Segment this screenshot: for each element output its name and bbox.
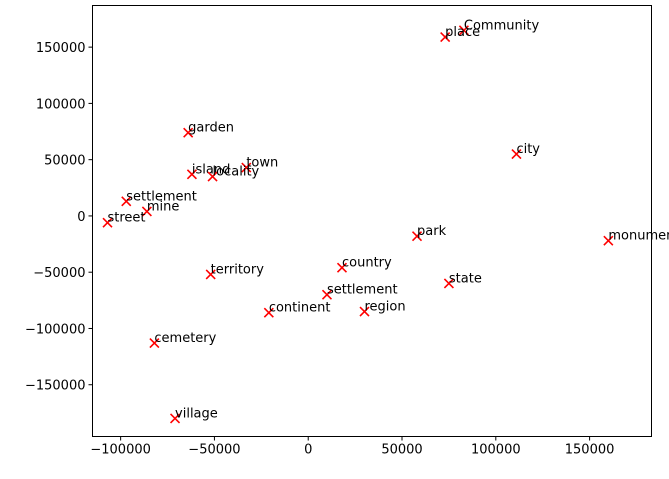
point-marker [440, 31, 451, 43]
point-marker [186, 169, 197, 180]
point-marker [321, 289, 333, 300]
y-tick-label: −50000 [33, 266, 85, 281]
point-label: locality [213, 165, 260, 180]
data-point: state [443, 271, 482, 289]
data-point: locality [207, 165, 260, 182]
data-point: place [440, 25, 480, 43]
point-marker [207, 171, 218, 182]
point-marker [183, 127, 194, 138]
point-label: street [108, 211, 146, 226]
point-marker [149, 338, 160, 349]
point-marker [102, 217, 113, 228]
x-tick-label: 150000 [565, 443, 615, 458]
point-label: garden [188, 121, 234, 136]
point-marker [141, 206, 152, 217]
data-point: street [102, 211, 146, 228]
point-label: Community [464, 18, 540, 33]
data-point: cemetery [149, 331, 217, 349]
point-marker [169, 413, 181, 424]
data-point: continent [263, 301, 331, 318]
data-point: island [186, 162, 230, 180]
x-tick-label: 100000 [471, 443, 521, 458]
y-tick-label: −150000 [25, 379, 86, 394]
x-tick-label: −50000 [188, 443, 240, 458]
data-point: settlement [321, 283, 398, 300]
point-marker [121, 196, 132, 207]
y-tick-label: 100000 [36, 97, 86, 112]
point-marker [411, 231, 423, 242]
data-point: Community [458, 18, 540, 36]
plot-area-frame [92, 5, 652, 437]
data-point: village [169, 406, 218, 424]
data-point: territory [205, 262, 265, 280]
point-marker [603, 235, 614, 246]
point-label: mine [147, 199, 180, 214]
data-point: region [359, 300, 406, 317]
point-label: territory [211, 262, 265, 277]
data-point: garden [183, 121, 234, 138]
y-tick-label: 0 [77, 210, 85, 225]
x-axis: −100000 −50000 0 50000 100000 150000 [90, 436, 615, 458]
point-marker [241, 162, 252, 173]
point-marker [336, 262, 348, 273]
data-point: settlement [121, 189, 197, 207]
point-label: cemetery [154, 331, 216, 346]
point-label: continent [269, 301, 331, 316]
point-marker [443, 278, 454, 289]
point-marker [458, 25, 469, 36]
x-tick-label: 50000 [381, 443, 422, 458]
x-tick-label: −100000 [90, 443, 151, 458]
point-label: place [445, 25, 480, 40]
point-label: park [417, 224, 447, 239]
y-tick-label: −100000 [25, 322, 86, 337]
point-marker [359, 306, 370, 317]
point-label: city [516, 142, 540, 157]
point-marker [511, 148, 522, 160]
y-tick-label: 50000 [44, 154, 85, 169]
point-label: village [175, 406, 218, 421]
x-tick-label: 0 [304, 443, 312, 458]
point-label: settlement [327, 283, 398, 298]
data-point: city [511, 142, 540, 160]
point-label: monument [608, 229, 669, 244]
point-label: town [246, 156, 278, 171]
point-label: region [364, 300, 405, 315]
y-axis: −150000 −100000 −50000 0 50000 100000 150000 [25, 41, 93, 394]
point-label: country [342, 256, 392, 271]
point-marker [263, 307, 274, 318]
data-point: monument [603, 229, 669, 246]
point-label: settlement [126, 189, 197, 204]
y-tick-label: 150000 [36, 41, 86, 56]
data-point: park [411, 224, 447, 242]
point-marker [205, 269, 216, 280]
data-point: mine [141, 199, 180, 217]
point-label: state [449, 271, 482, 286]
data-point: town [241, 156, 278, 173]
data-point: country [336, 256, 392, 273]
point-label: island [192, 162, 230, 177]
